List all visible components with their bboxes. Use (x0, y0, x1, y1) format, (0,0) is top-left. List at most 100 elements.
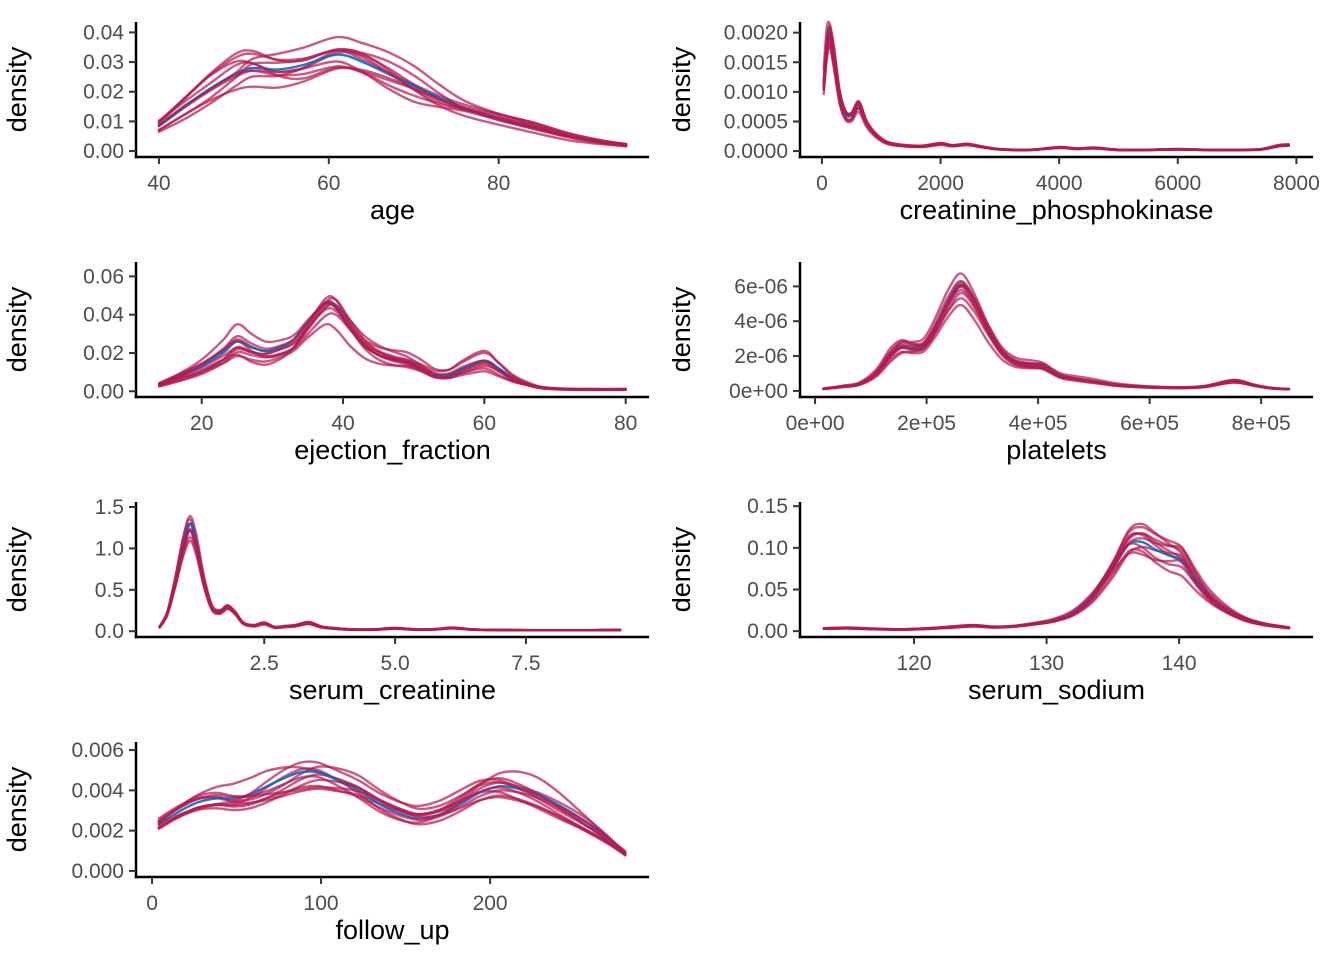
x-axis-title: creatinine_phosphokinase (900, 195, 1214, 225)
x-tick-label: 0 (146, 892, 158, 915)
imputed-curve (158, 536, 622, 632)
imputed-curve (822, 44, 1290, 152)
y-tick-label: 1.5 (95, 496, 124, 519)
y-tick-label: 2e-06 (734, 345, 788, 368)
x-axis-title: follow_up (335, 915, 449, 945)
imputed-curve (158, 529, 622, 632)
imputed-curve (822, 542, 1291, 631)
panel-cell-creatinine_phosphokinase: 0.0000 0.0005 0.0010 0.0015 0.0020 0 2000 4000 6… (672, 0, 1344, 240)
x-axis-title: platelets (1006, 435, 1107, 465)
y-tick-label: 0.0010 (724, 81, 788, 104)
x-tick-label: 2.5 (250, 652, 279, 675)
x-tick-label: 5.0 (381, 652, 410, 675)
imputed-curve (158, 306, 627, 391)
y-tick-label: 0.006 (71, 739, 124, 762)
x-tick-label: 0e+00 (786, 412, 845, 435)
panel-cell-platelets: 0e+00 2e-06 4e-06 6e-06 0e+00 2e+05 4e+05 6e+05… (672, 240, 1344, 480)
y-tick-label: 0.5 (95, 579, 124, 602)
x-tick-label: 6e+05 (1120, 412, 1179, 435)
imputed-curve (158, 518, 622, 632)
imputed-curve (822, 33, 1290, 152)
density-panel-ejection_fraction: 0.00 0.02 0.04 0.06 20 40 60 80 ejection_fractio… (2, 262, 649, 465)
y-tick-label: 1.0 (95, 537, 124, 560)
x-tick-label: 40 (331, 412, 354, 435)
observed-curve (158, 522, 622, 632)
imputed-curve (158, 301, 627, 391)
y-tick-label: 0.15 (747, 495, 788, 518)
y-tick-label: 0.00 (83, 140, 124, 163)
imputed-curve (822, 35, 1290, 152)
x-axis-title: ejection_fraction (294, 435, 491, 465)
imputed-curve (158, 514, 622, 632)
imputed-curve (822, 40, 1290, 152)
y-tick-label: 0.0 (95, 620, 124, 643)
x-tick-label: 2e+05 (897, 412, 956, 435)
x-tick-label: 40 (147, 172, 170, 195)
imputed-curve (822, 20, 1290, 152)
y-tick-label: 0.004 (71, 779, 124, 802)
x-tick-label: 6000 (1154, 172, 1201, 195)
y-tick-label: 0.01 (83, 110, 124, 133)
observed-curve (157, 770, 627, 854)
panel-cell-serum_sodium: 0.00 0.05 0.10 0.15 120 130 140 serum_sodium den… (672, 480, 1344, 720)
y-tick-label: 0.10 (747, 537, 788, 560)
panel-cell-serum_creatinine: 0.0 0.5 1.0 1.5 2.5 5.0 7.5 serum_creatinine den… (0, 480, 672, 720)
imputed-curve (157, 48, 628, 146)
y-tick-label: 0.05 (747, 579, 788, 602)
x-tick-label: 20 (190, 412, 213, 435)
density-panel-serum_sodium: 0.00 0.05 0.10 0.15 120 130 140 serum_sodium den… (672, 495, 1313, 705)
y-tick-label: 0.03 (83, 51, 124, 74)
imputed-curve (157, 35, 628, 147)
y-axis-title: density (672, 286, 696, 372)
y-tick-label: 6e-06 (734, 275, 788, 298)
y-tick-label: 0.0020 (724, 22, 788, 45)
y-axis-title: density (2, 766, 32, 852)
x-tick-label: 130 (1029, 652, 1064, 675)
imputed-curve (822, 532, 1291, 631)
density-panel-serum_creatinine: 0.0 0.5 1.0 1.5 2.5 5.0 7.5 serum_creatinine den… (2, 496, 649, 705)
x-tick-label: 4000 (1036, 172, 1083, 195)
y-axis-title: density (2, 526, 32, 612)
x-tick-label: 8e+05 (1232, 412, 1291, 435)
y-tick-label: 0.04 (83, 304, 124, 327)
y-tick-label: 0.002 (71, 820, 124, 843)
y-tick-label: 0.000 (71, 860, 124, 883)
y-tick-label: 0e+00 (729, 380, 788, 403)
y-tick-label: 0.02 (83, 81, 124, 104)
imputed-curve (157, 66, 628, 147)
panel-cell-ejection_fraction: 0.00 0.02 0.04 0.06 20 40 60 80 ejection_fractio… (0, 240, 672, 480)
imputed-curve (158, 529, 622, 632)
imputed-curve (158, 296, 627, 391)
x-tick-label: 60 (473, 412, 496, 435)
y-axis-title: density (2, 46, 32, 132)
density-panel-age: 0.00 0.01 0.02 0.03 0.04 40 60 80 age density (2, 21, 649, 225)
imputed-curve (822, 531, 1291, 631)
imputed-curve (822, 525, 1291, 631)
imputed-curve (158, 523, 622, 632)
imputed-curve (158, 522, 622, 632)
imputed-curve (822, 522, 1291, 631)
imputed-curve (822, 284, 1291, 391)
x-tick-label: 80 (614, 412, 637, 435)
y-tick-label: 0.04 (83, 21, 124, 44)
x-axis-title: serum_creatinine (289, 675, 496, 705)
panel-cell-age: 0.00 0.01 0.02 0.03 0.04 40 60 80 age density (0, 0, 672, 240)
panel-cell-follow_up: 0.000 0.002 0.004 0.006 0 100 200 follow_up dens… (0, 720, 672, 960)
observed-curve (822, 28, 1290, 152)
density-panel-platelets: 0e+00 2e-06 4e-06 6e-06 0e+00 2e+05 4e+05 6e+05… (672, 262, 1313, 465)
imputed-curve (822, 532, 1291, 631)
imputed-curve (822, 34, 1290, 152)
x-axis-title: age (370, 195, 415, 225)
x-tick-label: 100 (304, 892, 339, 915)
x-tick-label: 80 (487, 172, 510, 195)
observed-curve (822, 540, 1291, 631)
y-axis-title: density (672, 46, 696, 132)
y-tick-label: 0.0000 (724, 140, 788, 163)
imputed-curve (157, 784, 627, 857)
x-tick-label: 2000 (917, 172, 964, 195)
x-tick-label: 60 (317, 172, 340, 195)
y-tick-label: 4e-06 (734, 310, 788, 333)
imputed-curve (157, 778, 627, 856)
x-tick-label: 0 (816, 172, 828, 195)
